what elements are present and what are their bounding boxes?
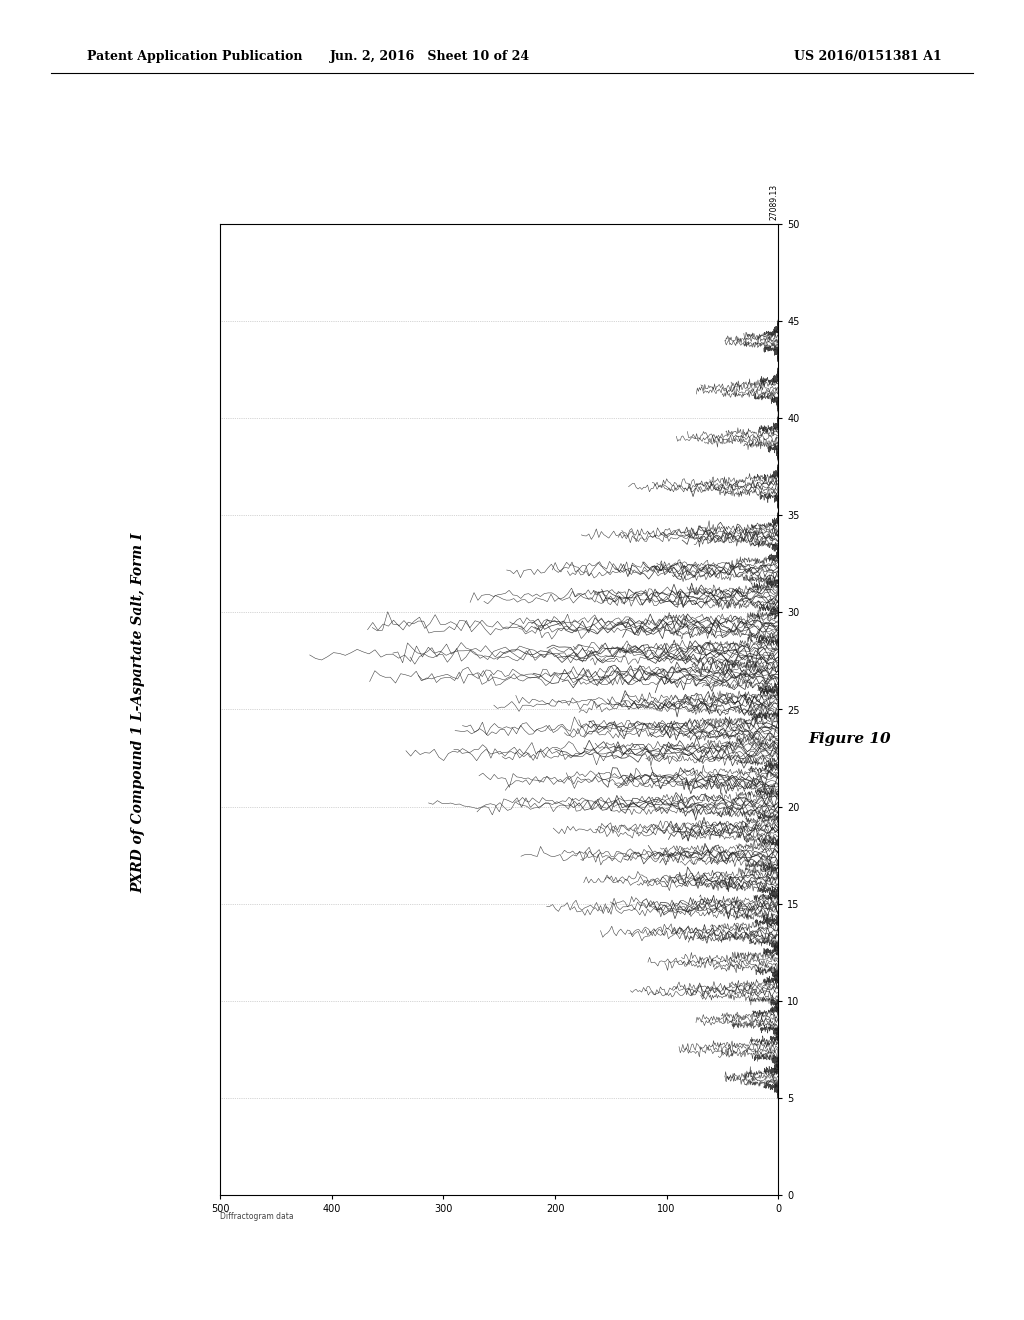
Text: Diffractogram data: Diffractogram data: [220, 1212, 294, 1221]
Text: 27089.13: 27089.13: [769, 183, 778, 219]
Text: Patent Application Publication: Patent Application Publication: [87, 50, 302, 63]
Text: Jun. 2, 2016   Sheet 10 of 24: Jun. 2, 2016 Sheet 10 of 24: [330, 50, 530, 63]
Text: US 2016/0151381 A1: US 2016/0151381 A1: [795, 50, 942, 63]
Text: PXRD of Compound 1 L-Aspartate Salt, Form I: PXRD of Compound 1 L-Aspartate Salt, For…: [131, 532, 145, 894]
Text: Figure 10: Figure 10: [809, 733, 891, 746]
